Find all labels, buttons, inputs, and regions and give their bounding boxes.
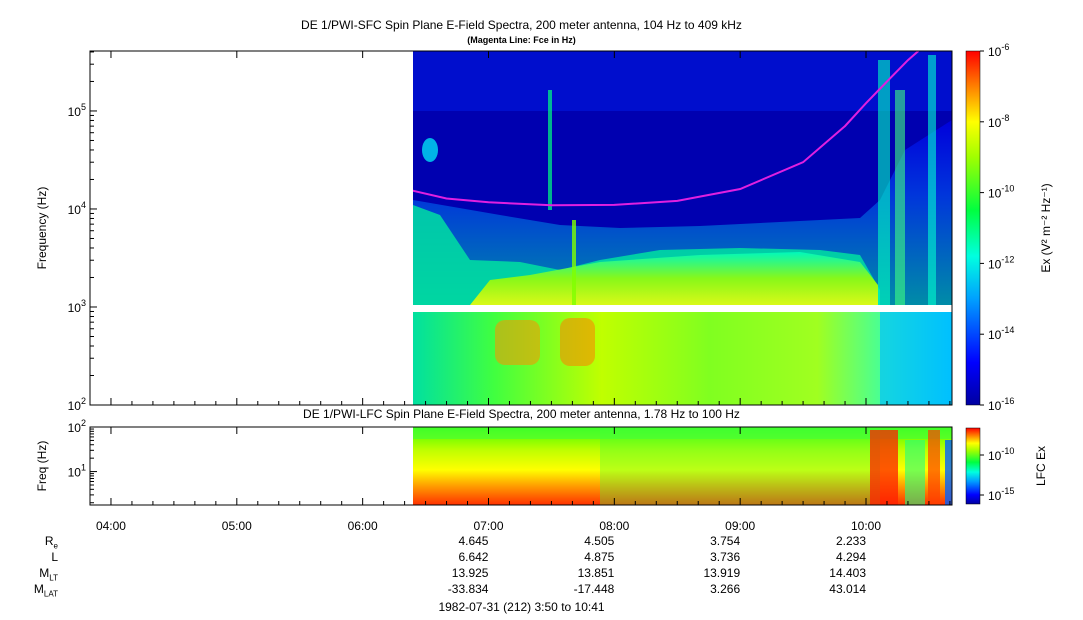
ephemeris-label: Re [44, 534, 58, 551]
ephemeris-value: 4.875 [584, 550, 615, 564]
sfc-title: DE 1/PWI-SFC Spin Plane E-Field Spectra,… [301, 18, 742, 32]
ephemeris-label: L [51, 550, 58, 564]
ephemeris-label: MLT [39, 566, 58, 583]
x-tick-label: 09:00 [725, 519, 755, 533]
ephemeris-value: 2.233 [835, 534, 866, 548]
sfc-colorbar-tick-label: 10-8 [988, 113, 1009, 130]
ephemeris-value: 14.403 [829, 566, 866, 580]
sfc-ytick-label: 103 [68, 298, 86, 315]
sfc-plot-frame [89, 50, 953, 406]
sfc-colorbar-tick-label: 10-14 [988, 325, 1014, 342]
ephemeris-value: 4.505 [584, 534, 615, 548]
lfc-colorbar [965, 427, 981, 505]
sfc-ytick-label: 102 [68, 396, 86, 413]
x-tick-label: 08:00 [599, 519, 629, 533]
sfc-colorbar-label: Ex (V² m⁻² Hz⁻¹) [1039, 183, 1053, 272]
x-tick-label: 04:00 [96, 519, 126, 533]
ephemeris-value: 3.266 [710, 582, 741, 596]
lfc-colorbar-tick-label: 10-10 [988, 446, 1014, 463]
date-range-footer: 1982-07-31 (212) 3:50 to 10:41 [438, 600, 605, 614]
x-tick-label: 06:00 [348, 519, 378, 533]
ephemeris-value: 13.919 [703, 566, 741, 580]
ephemeris-value: 4.294 [835, 550, 866, 564]
sfc-ytick-label: 104 [68, 200, 86, 217]
ephemeris-value: 4.645 [458, 534, 489, 548]
ephemeris-value: -17.448 [573, 582, 615, 596]
ephemeris-value: 43.014 [829, 582, 866, 596]
sfc-colorbar-tick-label: 10-10 [988, 184, 1014, 201]
sfc-colorbar [965, 50, 981, 406]
sfc-ytick-label: 105 [68, 102, 86, 119]
lfc-plot-frame [89, 426, 953, 506]
sfc-ylabel: Frequency (Hz) [35, 187, 49, 270]
ephemeris-value: 6.642 [458, 550, 489, 564]
ephemeris-label: MLAT [33, 582, 58, 599]
x-tick-label: 05:00 [222, 519, 252, 533]
sfc-colorbar-tick-label: 10-12 [988, 254, 1014, 271]
ephemeris-value: 13.925 [451, 566, 489, 580]
sfc-subtitle: (Magenta Line: Fce in Hz) [467, 35, 576, 45]
ephemeris-value: 3.736 [710, 550, 741, 564]
sfc-spectrogram [413, 51, 952, 405]
lfc-colorbar-label: LFC Ex [1034, 446, 1048, 486]
lfc-ytick-label: 101 [68, 463, 86, 480]
sfc-colorbar-tick-label: 10-6 [988, 42, 1009, 59]
ephemeris-value: 13.851 [577, 566, 615, 580]
x-tick-label: 07:00 [473, 519, 503, 533]
lfc-ytick-label: 102 [68, 418, 86, 435]
lfc-colorbar-tick-label: 10-15 [988, 486, 1014, 503]
lfc-spectrogram [413, 427, 952, 505]
ephemeris-value: -33.834 [447, 582, 489, 596]
ephemeris-value: 3.754 [710, 534, 741, 548]
x-tick-label: 10:00 [851, 519, 881, 533]
sfc-colorbar-tick-label: 10-16 [988, 396, 1014, 413]
fce-line [413, 51, 920, 207]
lfc-title: DE 1/PWI-LFC Spin Plane E-Field Spectra,… [303, 407, 740, 421]
lfc-ylabel: Freq (Hz) [35, 441, 49, 492]
